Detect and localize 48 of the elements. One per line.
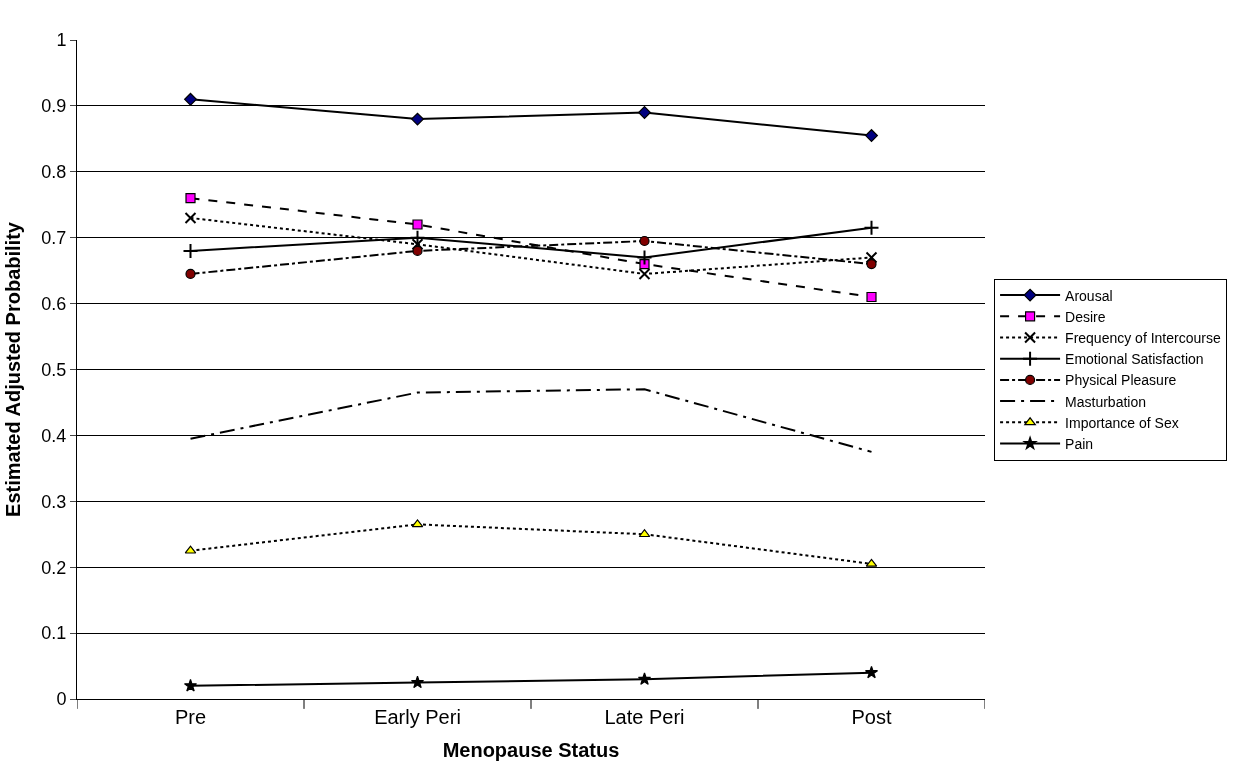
point xyxy=(638,267,651,280)
point xyxy=(183,678,198,692)
y-tick-label: 0.9 xyxy=(41,96,67,117)
x-tick-label: Pre xyxy=(174,706,207,728)
point xyxy=(184,92,197,106)
y-tick-label: 0.7 xyxy=(41,228,67,248)
point xyxy=(412,245,423,256)
point xyxy=(412,219,423,230)
legend-label: Desire xyxy=(1065,308,1106,325)
point xyxy=(865,251,878,264)
legend-label: Masturbation xyxy=(1065,393,1147,410)
y-tick-label: 0.2 xyxy=(41,557,67,578)
point xyxy=(411,112,424,126)
y-tick-label: 0.5 xyxy=(41,359,67,380)
point xyxy=(639,258,650,270)
legend-label: Arousal xyxy=(1065,287,1113,304)
y-tick-label: 0.3 xyxy=(41,491,67,512)
x-tick-label: Early Peri xyxy=(374,706,461,728)
point xyxy=(184,211,197,224)
point xyxy=(410,675,425,689)
point xyxy=(865,129,878,143)
y-tick-label: 0.1 xyxy=(41,623,67,644)
point xyxy=(185,193,196,204)
point xyxy=(638,106,651,119)
point xyxy=(863,219,880,236)
y-axis-title: Estimated Adjusted Probability xyxy=(1,221,24,517)
y-tick-label: 0.6 xyxy=(41,293,67,314)
point xyxy=(866,258,877,270)
point xyxy=(185,268,196,280)
legend-label: Emotional Satisfaction xyxy=(1065,351,1204,368)
y-tick-label: 1 xyxy=(56,30,67,51)
point xyxy=(411,238,424,251)
legend-label: Pain xyxy=(1065,435,1094,452)
x-tick-label: Post xyxy=(851,706,892,728)
legend-label: Frequency of Intercourse xyxy=(1065,329,1221,346)
x-tick-label: Late Peri xyxy=(604,706,685,728)
x-axis-title: Menopause Status xyxy=(442,738,620,761)
point xyxy=(866,291,877,303)
legend-label: Physical Pleasure xyxy=(1065,372,1177,389)
y-tick-label: 0.4 xyxy=(41,425,67,446)
y-tick-label: 0 xyxy=(56,689,67,710)
legend-label: Importance of Sex xyxy=(1065,414,1179,431)
point xyxy=(639,235,650,247)
point xyxy=(864,665,879,679)
y-tick-label: 0.8 xyxy=(41,162,67,183)
point xyxy=(182,242,199,259)
point xyxy=(637,672,652,685)
point xyxy=(636,249,653,266)
